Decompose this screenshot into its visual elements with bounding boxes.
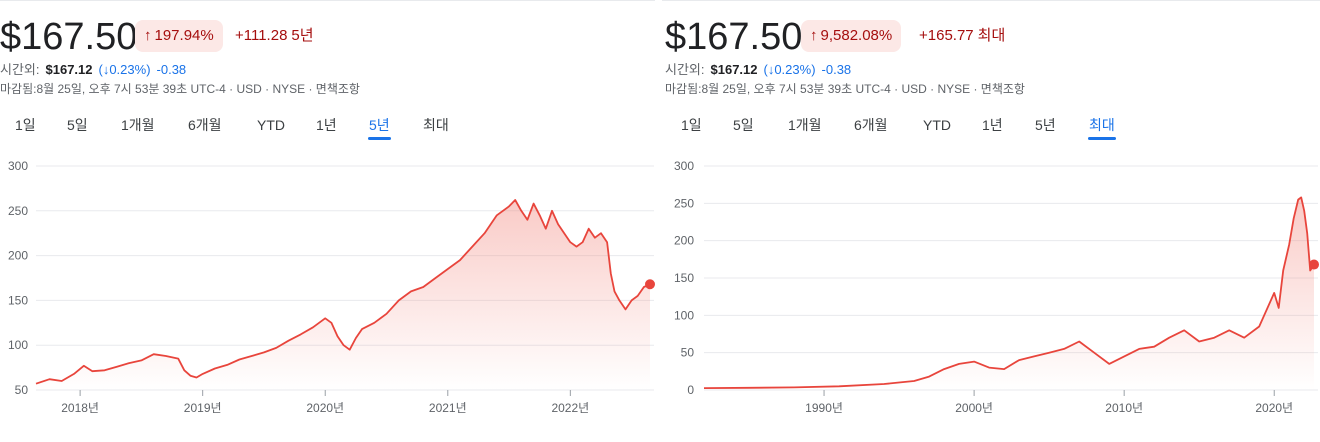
change-absolute: +111.28 bbox=[235, 27, 288, 44]
tab-1d[interactable]: 1일 bbox=[15, 117, 36, 133]
y-tick-label: 200 bbox=[8, 249, 28, 263]
x-tick-label: 2021년 bbox=[429, 401, 467, 415]
after-hours-percent: (↓0.23%) bbox=[98, 62, 151, 77]
change-percent: 9,582.08% bbox=[820, 27, 893, 44]
price-line bbox=[703, 196, 1315, 389]
y-tick-label: 100 bbox=[8, 338, 28, 352]
top-divider bbox=[0, 0, 655, 1]
arrow-up-icon: ↑ bbox=[810, 27, 818, 44]
y-tick-label: 50 bbox=[681, 346, 695, 360]
y-tick-label: 300 bbox=[8, 159, 28, 173]
stock-panel-max: $167.50 ↑ 9,582.08% +165.77 최대 시간외: $167.12… bbox=[662, 0, 1320, 442]
change-percent-chip: ↑ 197.94% bbox=[135, 20, 223, 52]
y-tick-label: 100 bbox=[674, 308, 694, 322]
x-tick-label: 2022년 bbox=[551, 401, 589, 415]
y-tick-label: 150 bbox=[8, 293, 28, 307]
change-period: 5년 bbox=[291, 27, 314, 44]
after-hours-percent: (↓0.23%) bbox=[763, 62, 816, 77]
x-tick-label: 2020년 bbox=[1255, 401, 1293, 415]
top-divider bbox=[662, 0, 1320, 1]
tab-1m[interactable]: 1개월 bbox=[121, 117, 155, 133]
tab-5y[interactable]: 5년 bbox=[368, 114, 391, 140]
x-tick-label: 2020년 bbox=[306, 401, 344, 415]
price-chart-5y: 50 100 150 200 250 300 2018년 2019년 2020년 2021년 202… bbox=[8, 159, 655, 415]
after-hours-price: $167.12 bbox=[710, 62, 758, 77]
market-status-meta: 마감됨:8월 25일, 오후 7시 53분 39초 UTC-4 · USD · … bbox=[665, 82, 1025, 96]
after-hours-change: -0.38 bbox=[821, 62, 852, 77]
y-tick-label: 300 bbox=[674, 159, 694, 173]
tab-1m[interactable]: 1개월 bbox=[788, 117, 822, 133]
price-chart-max: 0 50 100 150 200 250 300 1990년 2000년 2010년 2020년 bbox=[674, 159, 1319, 415]
after-hours-row: 시간외: $167.12 (↓0.23%) -0.38 bbox=[0, 60, 186, 80]
tab-1y[interactable]: 1년 bbox=[316, 117, 337, 133]
y-tick-label: 250 bbox=[674, 196, 694, 210]
current-price: $167.50 bbox=[665, 16, 803, 58]
tab-5d[interactable]: 5일 bbox=[67, 117, 88, 133]
tab-5d[interactable]: 5일 bbox=[733, 117, 754, 133]
y-tick-label: 250 bbox=[8, 204, 28, 218]
tab-6m[interactable]: 6개월 bbox=[854, 117, 888, 133]
y-tick-label: 200 bbox=[674, 234, 694, 248]
x-tick-label: 2018년 bbox=[61, 401, 99, 415]
x-tick-label: 2019년 bbox=[184, 401, 222, 415]
change-absolute: +165.77 bbox=[919, 27, 974, 44]
tab-6m[interactable]: 6개월 bbox=[188, 117, 222, 133]
price-line bbox=[35, 199, 651, 385]
tab-1d[interactable]: 1일 bbox=[681, 117, 702, 133]
tab-max[interactable]: 최대 bbox=[423, 117, 449, 133]
current-price-dot bbox=[1309, 259, 1319, 270]
after-hours-label: 시간외: bbox=[665, 62, 705, 77]
price-area-fill bbox=[704, 197, 1314, 390]
change-absolute-row: +165.77 최대 bbox=[919, 20, 1005, 52]
current-price-dot bbox=[645, 279, 655, 290]
tab-1y[interactable]: 1년 bbox=[982, 117, 1003, 133]
change-percent: 197.94% bbox=[154, 27, 214, 44]
current-price: $167.50 bbox=[0, 16, 138, 58]
x-tick-label: 2010년 bbox=[1105, 401, 1143, 415]
stock-panel-5y: $167.50 ↑ 197.94% +111.28 5년 시간외: $167.12 (↓… bbox=[0, 0, 655, 442]
after-hours-price: $167.12 bbox=[45, 62, 93, 77]
tab-max[interactable]: 최대 bbox=[1088, 114, 1116, 140]
after-hours-change: -0.38 bbox=[156, 62, 187, 77]
after-hours-label: 시간외: bbox=[0, 62, 40, 77]
tab-ytd[interactable]: YTD bbox=[257, 117, 285, 133]
tab-ytd[interactable]: YTD bbox=[923, 117, 951, 133]
y-tick-label: 50 bbox=[15, 383, 29, 397]
x-tick-label: 2000년 bbox=[955, 401, 993, 415]
x-tick-label: 1990년 bbox=[805, 401, 843, 415]
after-hours-row: 시간외: $167.12 (↓0.23%) -0.38 bbox=[665, 60, 851, 80]
price-area-fill bbox=[36, 200, 650, 390]
change-period: 최대 bbox=[977, 27, 1006, 44]
change-percent-chip: ↑ 9,582.08% bbox=[801, 20, 902, 52]
market-status-meta: 마감됨:8월 25일, 오후 7시 53분 39초 UTC-4 · USD · … bbox=[0, 82, 360, 96]
change-absolute-row: +111.28 5년 bbox=[235, 20, 314, 52]
y-tick-label: 150 bbox=[674, 271, 694, 285]
y-tick-label: 0 bbox=[687, 383, 694, 397]
arrow-up-icon: ↑ bbox=[144, 27, 152, 44]
tab-5y[interactable]: 5년 bbox=[1035, 117, 1056, 133]
